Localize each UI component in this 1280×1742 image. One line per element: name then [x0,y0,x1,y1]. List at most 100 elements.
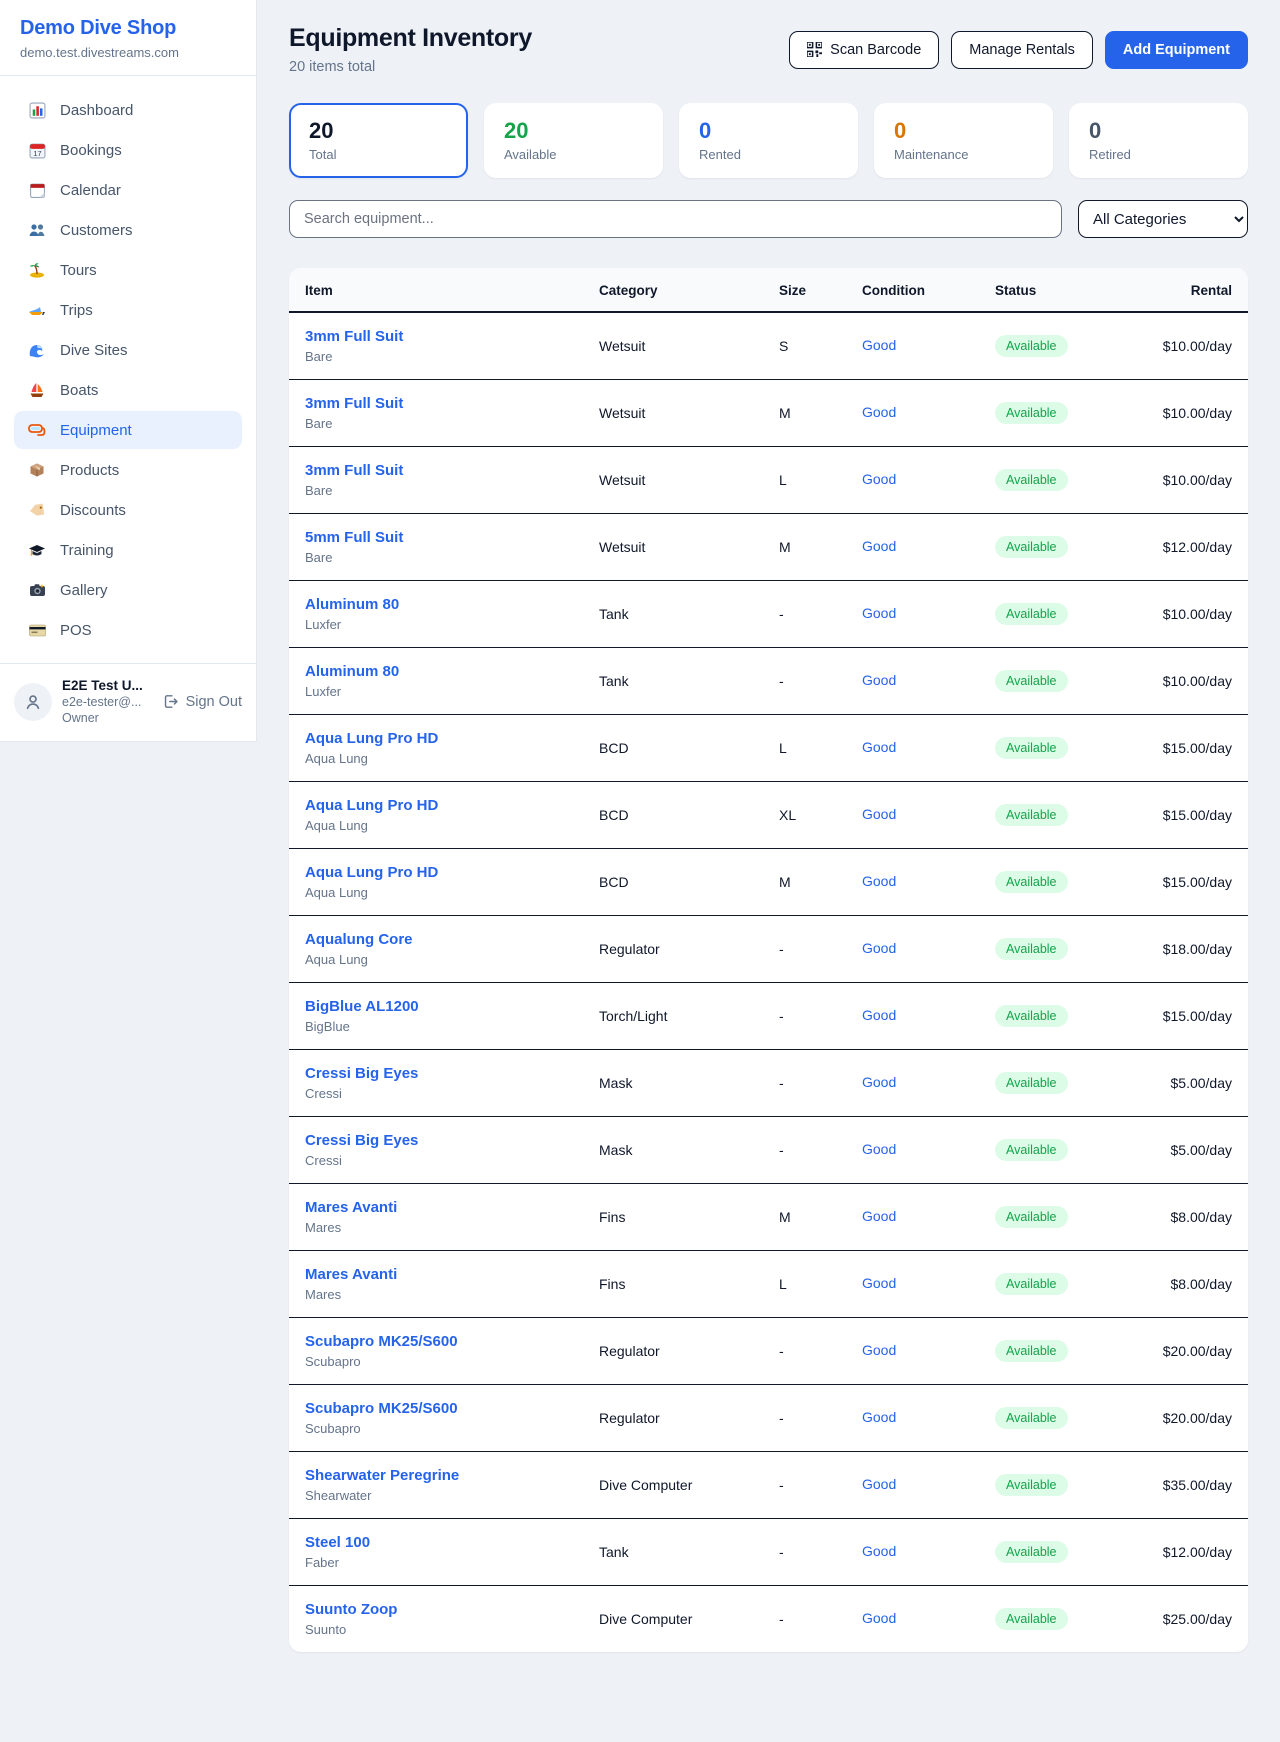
item-name-link[interactable]: 3mm Full Suit [305,395,404,412]
condition-link[interactable]: Good [862,739,897,755]
scan-barcode-button[interactable]: Scan Barcode [789,30,940,69]
rental-cell: $20.00/day [1129,1317,1248,1385]
stat-label: Total [309,147,337,162]
item-name-link[interactable]: BigBlue AL1200 [305,998,419,1015]
category-cell: Dive Computer [599,1611,693,1627]
condition-link[interactable]: Good [862,1409,897,1425]
stat-card-rented[interactable]: 0 Rented [679,103,858,178]
sidebar-item-pos[interactable]: POS [14,611,242,649]
item-name-link[interactable]: Scubapro MK25/S600 [305,1400,458,1417]
item-cell: BigBlue AL1200 BigBlue [289,982,583,1050]
item-name-link[interactable]: 3mm Full Suit [305,328,404,345]
condition-link[interactable]: Good [862,1141,897,1157]
status-badge: Available [995,1340,1068,1362]
search-input[interactable] [289,200,1062,238]
item-brand: Bare [305,483,333,498]
condition-link[interactable]: Good [862,873,897,889]
stat-card-total[interactable]: 20 Total [289,103,468,178]
condition-link[interactable]: Good [862,1074,897,1090]
category-cell: Wetsuit [583,513,763,581]
item-name-link[interactable]: 3mm Full Suit [305,462,404,479]
equipment-table-card: Item Category Size Condition Status Rent… [289,268,1248,1652]
sidebar-item-discounts[interactable]: Discounts [14,491,242,529]
condition-link[interactable]: Good [862,471,897,487]
item-name-link[interactable]: Aqualung Core [305,931,413,948]
add-equipment-button[interactable]: Add Equipment [1104,30,1248,69]
sidebar-item-customers[interactable]: Customers [14,211,242,249]
sidebar-item-trips[interactable]: Trips [14,291,242,329]
condition-cell: Good [846,982,979,1050]
brand-name[interactable]: Demo Dive Shop [20,17,177,39]
sidebar-item-label: Bookings [60,141,122,159]
condition-link[interactable]: Good [862,1610,897,1626]
condition-link[interactable]: Good [862,605,897,621]
condition-link[interactable]: Good [862,940,897,956]
condition-cell: Good [846,1250,979,1318]
calendar-pad-icon [27,181,47,199]
stat-label: Maintenance [894,147,969,162]
package-icon [27,461,47,479]
item-name-link[interactable]: Aluminum 80 [305,596,400,613]
status-cell: Available [979,580,1129,648]
item-name-link[interactable]: Aqua Lung Pro HD [305,797,439,814]
stat-value: 0 [894,118,907,143]
sidebar-item-calendar[interactable]: Calendar [14,171,242,209]
item-name-link[interactable]: Steel 100 [305,1534,371,1551]
sailboat-icon [27,381,47,399]
item-name-link[interactable]: Mares Avanti [305,1199,398,1216]
condition-link[interactable]: Good [862,1275,897,1291]
table-row: Scubapro MK25/S600 Scubapro Regulator - Good… [289,1384,1248,1452]
table-row: Mares Avanti Mares Fins L Good Available $8.00… [289,1250,1248,1318]
item-name-link[interactable]: Aqua Lung Pro HD [305,864,439,881]
sidebar-item-label: Customers [60,221,133,239]
sidebar-item-dashboard[interactable]: Dashboard [14,91,242,129]
sidebar-item-gallery[interactable]: Gallery [14,571,242,609]
item-brand: Faber [305,1555,339,1570]
item-name-link[interactable]: Shearwater Peregrine [305,1467,460,1484]
item-name-link[interactable]: Scubapro MK25/S600 [305,1333,458,1350]
table-row: Cressi Big Eyes Cressi Mask - Good Available $… [289,1049,1248,1117]
condition-link[interactable]: Good [862,806,897,822]
stat-card-retired[interactable]: 0 Retired [1069,103,1248,178]
item-name-link[interactable]: Cressi Big Eyes [305,1065,419,1082]
manage-rentals-button[interactable]: Manage Rentals [951,30,1093,69]
condition-link[interactable]: Good [862,1543,897,1559]
status-badge: Available [995,938,1068,960]
condition-cell: Good [846,580,979,648]
sign-out-button[interactable]: Sign Out [162,693,242,710]
condition-link[interactable]: Good [862,404,897,420]
item-name-link[interactable]: Suunto Zoop [305,1601,398,1618]
sidebar-item-dive-sites[interactable]: Dive Sites [14,331,242,369]
sidebar-item-bookings[interactable]: 17 Bookings [14,131,242,169]
speedboat-icon [27,301,47,319]
item-name-link[interactable]: Aluminum 80 [305,663,400,680]
sidebar-item-products[interactable]: Products [14,451,242,489]
condition-link[interactable]: Good [862,1007,897,1023]
status-cell: Available [979,714,1129,782]
condition-link[interactable]: Good [862,1342,897,1358]
condition-link[interactable]: Good [862,538,897,554]
stat-card-maintenance[interactable]: 0 Maintenance [874,103,1053,178]
item-name-link[interactable]: 5mm Full Suit [305,529,404,546]
stat-card-available[interactable]: 20 Available [484,103,663,178]
item-name-link[interactable]: Cressi Big Eyes [305,1132,419,1149]
condition-link[interactable]: Good [862,337,897,353]
sidebar-item-equipment[interactable]: Equipment [14,411,242,449]
item-name-link[interactable]: Mares Avanti [305,1266,398,1283]
logout-icon [164,695,178,708]
condition-cell: Good [846,513,979,581]
condition-cell: Good [846,1518,979,1586]
condition-link[interactable]: Good [862,672,897,688]
category-filter[interactable]: All Categories [1078,200,1248,238]
item-name-link[interactable]: Aqua Lung Pro HD [305,730,439,747]
table-row: Mares Avanti Mares Fins M Good Available $8.00… [289,1183,1248,1251]
page-title: Equipment Inventory [289,24,532,52]
item-brand: Shearwater [305,1488,372,1503]
brand-domain: demo.test.divestreams.com [20,45,179,60]
sidebar-item-boats[interactable]: Boats [14,371,242,409]
sidebar-item-training[interactable]: Training [14,531,242,569]
sidebar-item-tours[interactable]: Tours [14,251,242,289]
condition-link[interactable]: Good [862,1208,897,1224]
main-content: Equipment Inventory 20 items total [257,0,1280,1684]
condition-link[interactable]: Good [862,1476,897,1492]
